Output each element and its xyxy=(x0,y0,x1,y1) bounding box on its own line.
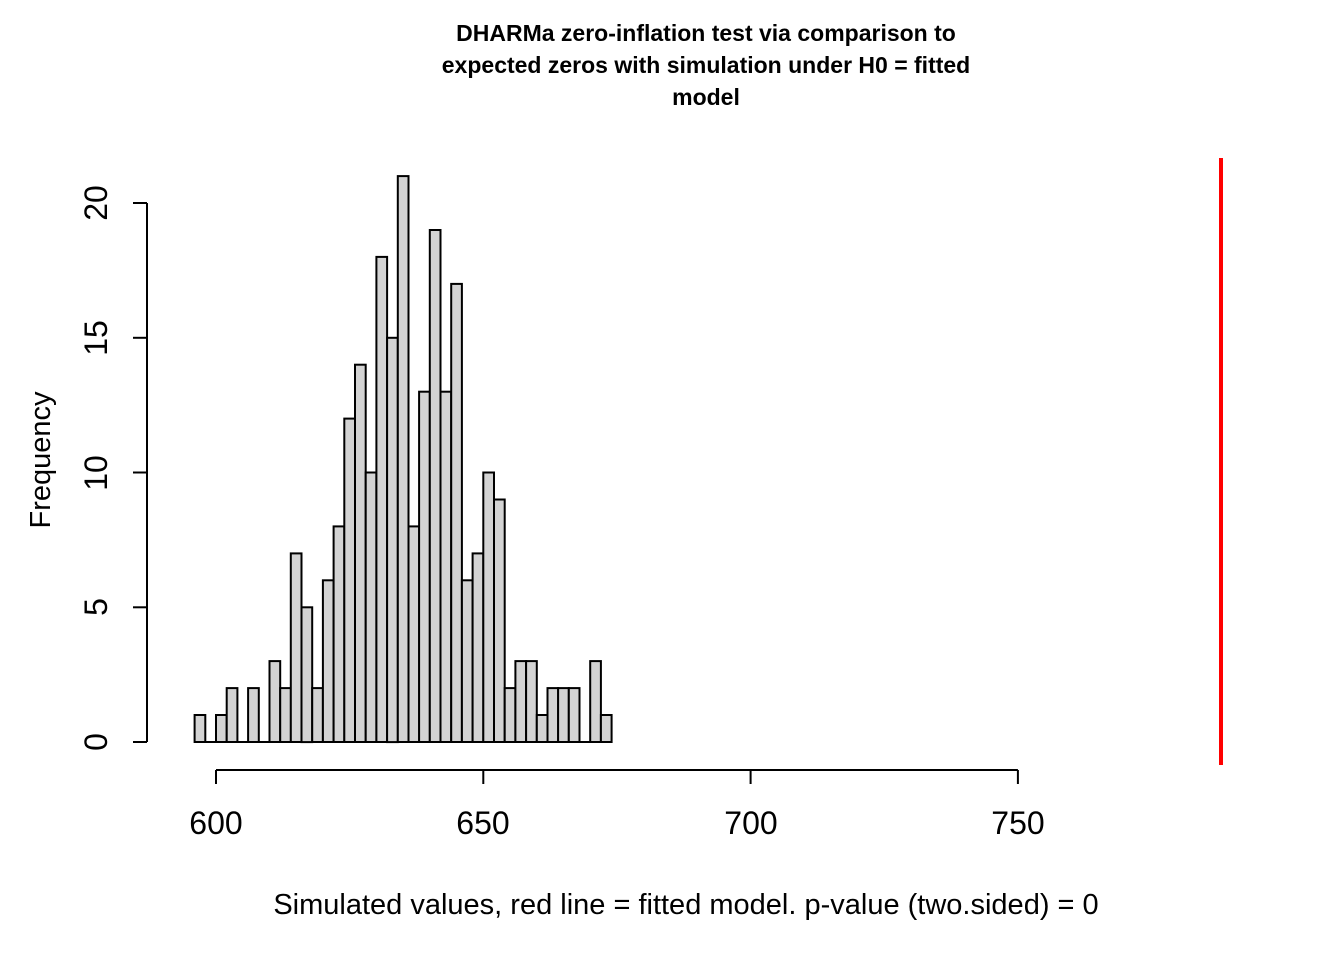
histogram-bar xyxy=(428,229,442,743)
histogram-bar xyxy=(364,471,378,743)
histogram-bar xyxy=(589,660,602,743)
histogram-bar xyxy=(247,687,260,743)
histogram-bar xyxy=(289,552,303,744)
x-tick-label-650: 650 xyxy=(456,805,509,841)
histogram-bar xyxy=(300,606,314,744)
y-tick-label-10: 10 xyxy=(78,455,114,491)
y-axis-label: Frequency xyxy=(25,391,57,529)
histogram-bar xyxy=(215,714,228,743)
histogram-bar xyxy=(439,390,453,743)
x-tick-labels: 600 650 700 750 xyxy=(189,805,1044,841)
histogram-bar xyxy=(418,390,431,743)
histogram-bar xyxy=(535,714,549,743)
histogram-bar xyxy=(567,687,581,743)
x-tick-label-700: 700 xyxy=(724,805,777,841)
chart-title-line-3: model xyxy=(672,84,740,110)
x-axis-label: Simulated values, red line = fitted mode… xyxy=(273,889,1098,921)
y-axis xyxy=(133,202,148,743)
histogram-bar xyxy=(503,687,517,743)
histogram-bars xyxy=(193,175,613,744)
histogram-bar xyxy=(450,282,463,743)
x-axis xyxy=(215,769,1019,784)
histogram-bar xyxy=(311,687,324,743)
histogram-bar xyxy=(268,660,282,743)
histogram-bar xyxy=(354,363,367,743)
histogram-bar xyxy=(279,687,292,743)
chart-title: DHARMa zero-inflation test via compariso… xyxy=(442,20,970,110)
y-tick-label-0: 0 xyxy=(78,733,114,751)
histogram-bar xyxy=(407,525,421,744)
chart-title-line-2: expected zeros with simulation under H0 … xyxy=(442,52,970,78)
histogram-bar xyxy=(557,687,570,743)
y-tick-label-20: 20 xyxy=(78,185,114,221)
y-tick-label-15: 15 xyxy=(78,320,114,356)
histogram-bar xyxy=(471,552,485,744)
histogram-bar xyxy=(332,525,346,744)
histogram-bar xyxy=(343,417,356,743)
histogram-bar xyxy=(514,660,528,743)
histogram-bar xyxy=(482,471,495,743)
y-tick-labels: 0 5 10 15 20 xyxy=(78,185,114,751)
histogram-bar xyxy=(375,255,389,743)
x-tick-label-600: 600 xyxy=(189,805,242,841)
histogram-bar xyxy=(525,660,538,743)
histogram-bar xyxy=(225,687,239,743)
histogram-bar xyxy=(599,714,613,743)
x-tick-label-750: 750 xyxy=(991,805,1044,841)
histogram-bar xyxy=(321,579,335,743)
histogram-bar xyxy=(493,498,506,743)
histogram-bar xyxy=(546,687,560,743)
histogram-bar xyxy=(460,579,474,743)
chart-title-line-1: DHARMa zero-inflation test via compariso… xyxy=(456,20,956,46)
histogram-bar xyxy=(396,175,410,744)
histogram-bar xyxy=(193,714,207,743)
histogram-bar xyxy=(386,336,399,744)
y-tick-label-5: 5 xyxy=(78,598,114,616)
